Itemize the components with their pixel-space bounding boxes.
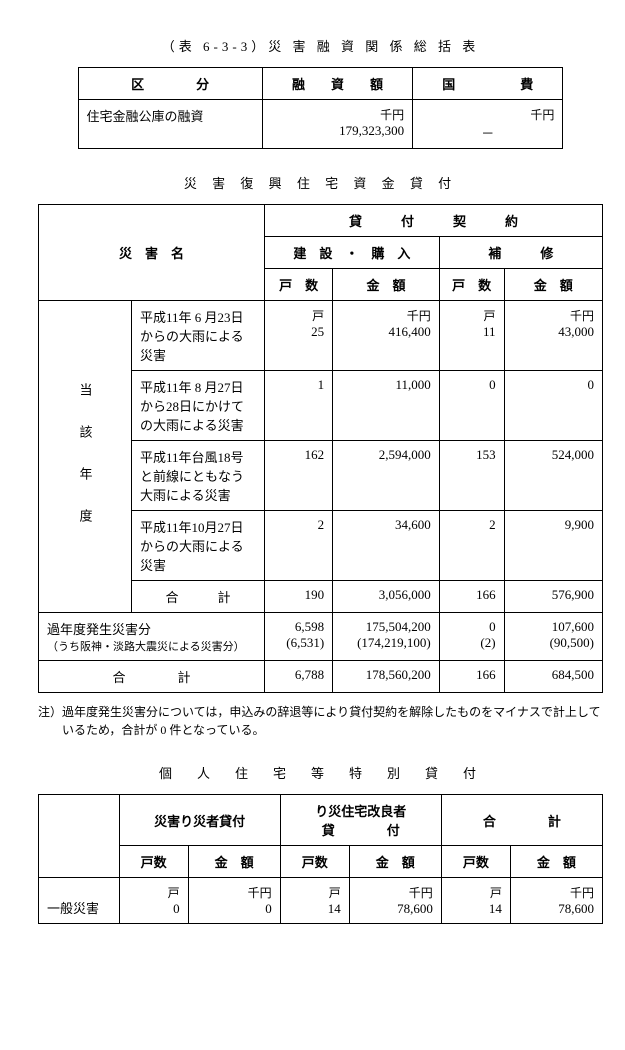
h-amount: 金 額 [188, 846, 280, 878]
value: － [421, 123, 554, 142]
cell: 9,900 [504, 511, 602, 581]
cell: 576,900 [504, 581, 602, 613]
cell: 166 [439, 661, 504, 693]
individual-housing-table: 災害り災者貸付 り災住宅改良者 貸 付 合 計 戸数 金 額 戸数 金 額 戸数… [38, 794, 603, 924]
cell: 2 [439, 511, 504, 581]
cell: 107,600(90,500) [504, 613, 602, 661]
h-victim-loan: 災害り災者貸付 [119, 795, 280, 846]
total-label: 合 計 [39, 661, 265, 693]
past-year-label: 過年度発生災害分 （うち阪神・淡路大震災による災害分） [39, 613, 265, 661]
cell: 6,788 [265, 661, 333, 693]
summary-table: 区 分 融 資 額 国 費 住宅金融公庫の融資 千円 179,323,300 千… [78, 67, 564, 149]
cell: 524,000 [504, 441, 602, 511]
cell: 178,560,200 [333, 661, 440, 693]
cell: 6,598(6,531) [265, 613, 333, 661]
cell: 2 [265, 511, 333, 581]
h-total: 合 計 [441, 795, 602, 846]
col-financing: 融 資 額 [262, 68, 412, 100]
row1-financing: 千円 179,323,300 [262, 100, 412, 149]
table1-title: （表 6-3-3）災 害 融 資 関 係 総 括 表 [38, 36, 603, 55]
cell: 2,594,000 [333, 441, 440, 511]
h-units: 戸 数 [439, 269, 504, 301]
col-national: 国 費 [413, 68, 563, 100]
cell: 166 [439, 581, 504, 613]
cell: 千円43,000 [504, 301, 602, 371]
table2-title: 災 害 復 興 住 宅 資 金 貸 付 [38, 173, 603, 192]
cell: 175,504,200(174,219,100) [333, 613, 440, 661]
h-units: 戸数 [119, 846, 188, 878]
value: 179,323,300 [271, 123, 404, 139]
cell: 162 [265, 441, 333, 511]
h-amount: 金 額 [510, 846, 602, 878]
footnote: 注）過年度発生災害分については，申込みの辞退等により貸付契約を解除したものをマイ… [38, 703, 603, 739]
side-label-fiscal-year: 当 該 年 度 [39, 301, 132, 613]
disaster-name: 平成11年台風18号と前線にともなう大雨による災害 [132, 441, 265, 511]
table3-title: 個 人 住 宅 等 特 別 貸 付 [38, 763, 603, 782]
cell: 3,056,000 [333, 581, 440, 613]
disaster-name: 平成11年 6 月23日からの大雨による災害 [132, 301, 265, 371]
cell: 戸14 [280, 878, 349, 924]
h-units: 戸数 [441, 846, 510, 878]
cell: 0 [439, 371, 504, 441]
cell: 戸11 [439, 301, 504, 371]
cell: 千円416,400 [333, 301, 440, 371]
h-repair: 補 修 [439, 237, 602, 269]
cell: 0 [504, 371, 602, 441]
h-units: 戸 数 [265, 269, 333, 301]
h-construction: 建 設 ・ 購 入 [265, 237, 440, 269]
h-amount: 金 額 [349, 846, 441, 878]
blank-header [39, 795, 120, 878]
cell: 千円78,600 [349, 878, 441, 924]
col-category: 区 分 [78, 68, 262, 100]
cell: 190 [265, 581, 333, 613]
cell: 千円78,600 [510, 878, 602, 924]
unit-label: 千円 [421, 106, 554, 123]
row-label: 一般災害 [39, 878, 120, 924]
disaster-name: 平成11年10月27日からの大雨による災害 [132, 511, 265, 581]
unit-label: 千円 [271, 106, 404, 123]
cell: 0(2) [439, 613, 504, 661]
cell: 戸25 [265, 301, 333, 371]
h-units: 戸数 [280, 846, 349, 878]
cell: 11,000 [333, 371, 440, 441]
h-amount: 金 額 [504, 269, 602, 301]
disaster-loan-table: 災 害 名 貸 付 契 約 建 設 ・ 購 入 補 修 戸 数 金 額 戸 数 … [38, 204, 603, 693]
row1-label: 住宅金融公庫の融資 [78, 100, 262, 149]
h-loan-contract: 貸 付 契 約 [265, 205, 603, 237]
h-improvement-loan: り災住宅改良者 貸 付 [280, 795, 441, 846]
cell: 684,500 [504, 661, 602, 693]
subtotal-label: 合 計 [132, 581, 265, 613]
h-disaster-name: 災 害 名 [39, 205, 265, 301]
disaster-name: 平成11年 8 月27日から28日にかけての大雨による災害 [132, 371, 265, 441]
h-amount: 金 額 [333, 269, 440, 301]
cell: 1 [265, 371, 333, 441]
cell: 153 [439, 441, 504, 511]
cell: 戸14 [441, 878, 510, 924]
cell: 戸0 [119, 878, 188, 924]
cell: 千円0 [188, 878, 280, 924]
row1-national: 千円 － [413, 100, 563, 149]
cell: 34,600 [333, 511, 440, 581]
